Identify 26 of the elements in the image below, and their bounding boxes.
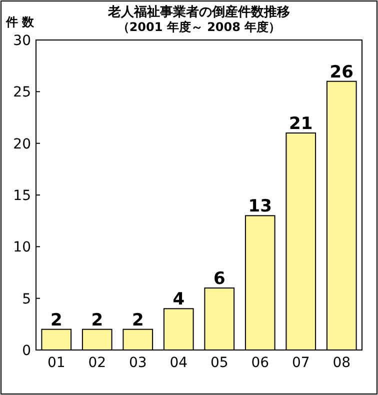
y-tick-label: 10 <box>13 240 31 256</box>
x-tick-label: 05 <box>210 355 228 371</box>
data-label: 4 <box>172 290 185 310</box>
data-label: 6 <box>213 269 226 289</box>
chart-title: 老人福祉事業者の倒産件数推移 <box>107 4 290 20</box>
x-tick-label: 01 <box>47 355 66 371</box>
x-tick-label: 02 <box>88 355 106 371</box>
y-tick-label: 25 <box>13 84 31 101</box>
y-tick-label: 0 <box>22 343 31 359</box>
x-tick-label: 04 <box>170 355 188 371</box>
data-label: 2 <box>50 310 62 330</box>
y-tick-label: 30 <box>13 33 31 49</box>
x-tick-label: 07 <box>292 355 310 371</box>
y-tick-label: 20 <box>13 136 31 152</box>
chart-subtitle: （2001 年度～ 2008 年度） <box>117 20 281 34</box>
data-label: 26 <box>330 62 354 82</box>
data-label: 2 <box>132 310 144 330</box>
x-tick-label: 08 <box>332 355 351 371</box>
y-tick-label: 15 <box>13 188 31 204</box>
y-axis-title: 件 数 <box>5 15 36 29</box>
x-tick-label: 03 <box>128 355 147 371</box>
x-tick-label: 06 <box>251 355 270 371</box>
data-label: 2 <box>91 310 104 330</box>
y-tick-label: 5 <box>22 291 31 308</box>
data-label: 13 <box>248 196 272 217</box>
data-label: 21 <box>289 114 313 134</box>
